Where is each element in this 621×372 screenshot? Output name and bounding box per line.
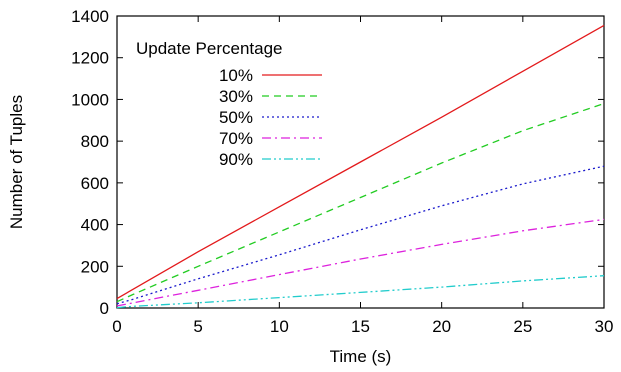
series-line-10pct	[116, 24, 605, 300]
y-tick-label: 800	[81, 132, 109, 151]
axes: 0 5 10 15 20 25 30 0 200 400 600 800 1000 1200 1400	[71, 7, 613, 336]
x-tick-label: 25	[513, 317, 532, 336]
x-tick-label: 15	[351, 317, 370, 336]
y-tick-label: 1400	[71, 7, 109, 26]
legend-label: 70%	[219, 129, 253, 148]
series-group	[116, 24, 605, 309]
legend-label: 50%	[219, 108, 253, 127]
x-tick-label: 5	[193, 317, 202, 336]
y-tick-label: 1000	[71, 90, 109, 109]
x-tick-label: 20	[432, 317, 451, 336]
y-axis-title: Number of Tuples	[7, 95, 26, 229]
legend-label: 90%	[219, 150, 253, 169]
y-tick-label: 400	[81, 216, 109, 235]
x-tick-label: 30	[595, 317, 614, 336]
legend-label: 30%	[219, 87, 253, 106]
y-tick-label: 1200	[71, 49, 109, 68]
x-axis-title: Time (s)	[330, 347, 392, 366]
y-tick-label: 600	[81, 174, 109, 193]
legend-label: 10%	[219, 66, 253, 85]
y-tick-label: 200	[81, 257, 109, 276]
legend-title: Update Percentage	[136, 39, 283, 58]
series-line-30pct	[116, 102, 605, 303]
x-tick-label: 10	[270, 317, 289, 336]
series-line-90pct	[116, 275, 605, 309]
y-tick-label: 0	[100, 299, 109, 318]
series-line-70pct	[116, 218, 605, 307]
legend: Update Percentage 10% 30% 50% 70% 90%	[136, 39, 322, 169]
series-line-50pct	[116, 165, 605, 305]
x-tick-label: 0	[112, 317, 121, 336]
